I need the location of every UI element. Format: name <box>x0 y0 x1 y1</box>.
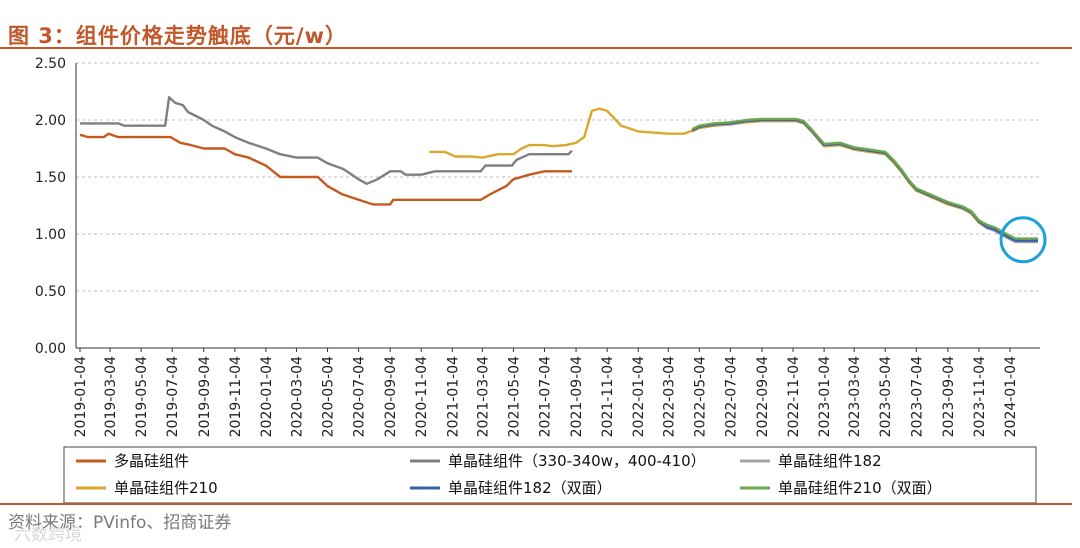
x-tick-label: 2022-01-04 <box>631 356 647 437</box>
legend-label: 单晶硅组件210（双面） <box>778 479 942 497</box>
x-tick-label: 2020-07-04 <box>352 356 368 437</box>
x-tick-label: 2021-01-04 <box>445 356 461 437</box>
legend: 多晶硅组件 单晶硅组件（330-340w，400-410） 单晶硅组件182 单晶硅组… <box>63 446 1037 504</box>
x-tick-label: 2020-11-04 <box>414 356 430 437</box>
x-tick-label: 2022-11-04 <box>786 356 802 437</box>
chart-title: 图 3：组件价格走势触底（元/w） <box>8 24 347 48</box>
x-tick-label: 2022-07-04 <box>723 356 739 437</box>
legend-label: 多晶硅组件 <box>114 452 189 470</box>
x-tick-label: 2023-11-04 <box>972 356 988 437</box>
source-note: 资料来源：PVinfo、招商证券 <box>8 513 232 533</box>
series-line-2 <box>80 95 573 186</box>
x-tick-label: 2019-05-04 <box>134 356 150 437</box>
series-line-6 <box>691 117 1038 240</box>
y-tick-label: 0.00 <box>35 341 66 357</box>
x-tick-label: 2019-09-04 <box>197 356 213 437</box>
x-tick-label: 2023-01-04 <box>817 356 833 437</box>
x-tick-label: 2020-01-04 <box>259 356 275 437</box>
x-tick-label: 2023-05-04 <box>878 356 894 437</box>
x-tick-label: 2019-03-04 <box>103 356 119 437</box>
x-tick-label: 2020-05-04 <box>321 356 337 437</box>
x-tick-label: 2020-03-04 <box>289 356 305 437</box>
x-tick-label: 2023-03-04 <box>847 356 863 437</box>
x-tick-label: 2024-01-04 <box>1003 356 1019 437</box>
x-tick-label: 2023-07-04 <box>909 356 925 437</box>
y-tick-label: 0.50 <box>35 284 66 300</box>
x-tick-label: 2021-03-04 <box>475 356 491 437</box>
x-tick-label: 2019-07-04 <box>165 356 181 437</box>
y-tick-label: 2.00 <box>35 113 66 129</box>
highlight-circle <box>999 216 1047 264</box>
series-line-4 <box>429 107 1038 241</box>
x-tick-label: 2021-05-04 <box>506 356 522 437</box>
x-tick-label: 2022-09-04 <box>755 356 771 437</box>
x-tick-label: 2023-09-04 <box>941 356 957 437</box>
plot-area: 2.50 2.00 1.50 1.00 0.50 0.00 2019-01-04 2019-0… <box>35 56 1047 437</box>
title-rule <box>0 47 1072 49</box>
x-tick-label: 2020-09-04 <box>383 356 399 437</box>
x-tick-label: 2019-01-04 <box>73 356 89 437</box>
y-tick-label: 2.50 <box>35 56 66 72</box>
x-tick-label: 2022-03-04 <box>661 356 677 437</box>
x-tick-label: 2021-07-04 <box>537 356 553 437</box>
legend-label: 单晶硅组件182（双面） <box>448 479 612 497</box>
x-tick-label: 2022-05-04 <box>692 356 708 437</box>
x-tick-label: 2021-09-04 <box>569 356 585 437</box>
legend-label: 单晶硅组件（330-340w，400-410） <box>448 452 706 470</box>
y-tick-label: 1.50 <box>35 170 66 186</box>
watermark: 六数跨境 <box>14 525 82 545</box>
y-tick-label: 1.00 <box>35 227 66 243</box>
series-line-5 <box>691 118 1038 243</box>
series-line-1 <box>79 132 572 206</box>
source-rule <box>0 503 1072 505</box>
x-tick-label: 2019-11-04 <box>228 356 244 437</box>
legend-label: 单晶硅组件182 <box>778 452 882 470</box>
x-tick-label: 2021-11-04 <box>600 356 616 437</box>
legend-label: 单晶硅组件210 <box>114 479 218 497</box>
